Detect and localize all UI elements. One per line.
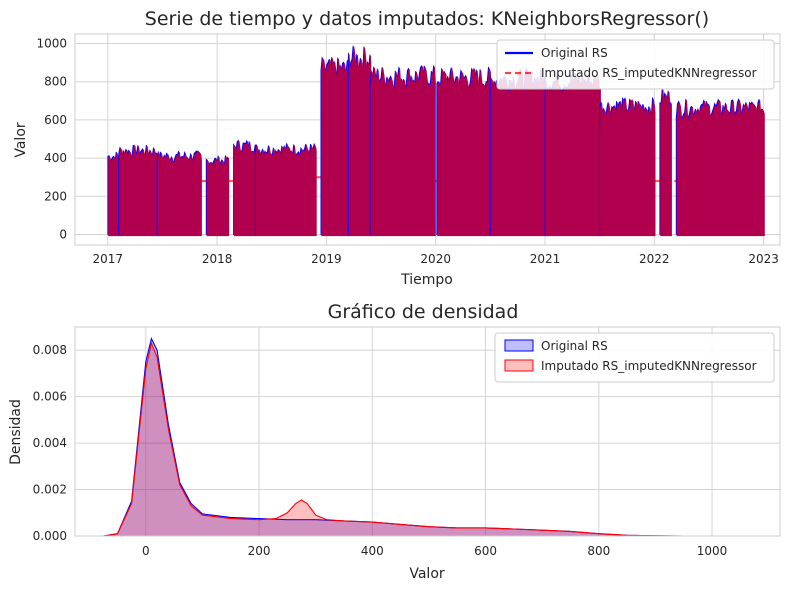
time-series-xtick-label: 2018 (202, 252, 233, 266)
imputed-series-band (321, 57, 350, 237)
time-series-frame (74, 33, 781, 246)
density-ytick-label: 0.004 (33, 436, 67, 450)
density-xtick-label: 400 (361, 544, 384, 558)
time-series-ylabel: Valor (13, 122, 29, 158)
density-ytick-label: 0.002 (33, 483, 67, 497)
imputed-series-band (545, 72, 601, 237)
time-series-xtick-label: 2020 (420, 252, 451, 266)
density-xtick-label: 800 (587, 544, 610, 558)
legend-label-density-imputed: Imputado RS_imputedKNNregressor (541, 359, 757, 373)
time-series-xtick-label: 2022 (639, 252, 670, 266)
density-xtick-label: 200 (248, 544, 271, 558)
time-series-ytick-label: 200 (44, 189, 67, 203)
imputed-series-band (437, 68, 492, 237)
imputed-series-band (600, 98, 656, 237)
density-ytick-label: 0.000 (33, 529, 67, 543)
legend-label-original: Original RS (541, 46, 608, 60)
density-ytick-label: 0.006 (33, 390, 67, 404)
imputed-series-band (108, 152, 120, 237)
imputed-series-band (255, 143, 317, 237)
time-series-xlabel: Tiempo (400, 272, 453, 288)
legend-swatch-density-original (504, 339, 534, 352)
time-series-panel: Serie de tiempo y datos imputados: KNeig… (13, 8, 781, 288)
time-series-ytick-label: 400 (44, 151, 67, 165)
density-imputed-line (103, 341, 752, 537)
imputed-series-band (676, 99, 765, 237)
density-panel: Gráfico de densidad 0 200 400 600 800 1000 0.… (8, 301, 781, 582)
imputed-series-band (490, 68, 547, 237)
legend-label-density-original: Original RS (541, 339, 608, 353)
imputed-series-band (370, 66, 436, 237)
density-frame (74, 326, 781, 537)
density-legend: Original RS Imputado RS_imputedKNNregres… (494, 332, 775, 383)
imputed-series-band (348, 46, 372, 237)
time-series-xtick-label: 2021 (530, 252, 561, 266)
imputed-series-band (119, 145, 159, 237)
legend-swatch-density-imputed (504, 359, 534, 372)
imputed-series-band (660, 89, 672, 237)
density-original-area (103, 338, 752, 536)
imputed-series-band (157, 151, 202, 237)
density-ylabel: Densidad (8, 399, 24, 465)
density-imputed-area (103, 343, 752, 536)
time-series-xtick-label: 2023 (748, 252, 779, 266)
legend-label-imputed: Imputado RS_imputedKNNregressor (541, 66, 757, 80)
density-xtick-label: 0 (142, 544, 150, 558)
time-series-ytick-label: 800 (44, 75, 67, 89)
density-xlabel: Valor (409, 566, 445, 582)
time-series-xtick-label: 2019 (311, 252, 342, 266)
time-series-title: Serie de tiempo y datos imputados: KNeig… (145, 8, 709, 30)
density-title: Gráfico de densidad (328, 301, 519, 323)
time-series-xtick-label: 2017 (93, 252, 124, 266)
imputed-series-band (206, 156, 230, 237)
density-ytick-label: 0.008 (33, 343, 67, 357)
density-xtick-label: 1000 (697, 544, 728, 558)
time-series-ytick-label: 600 (44, 113, 67, 127)
time-series-ytick-label: 0 (59, 227, 67, 241)
imputed-series-band (233, 140, 257, 237)
time-series-ytick-label: 1000 (36, 37, 67, 51)
density-xtick-label: 600 (474, 544, 497, 558)
time-series-legend: Original RS Imputado RS_imputedKNNregres… (496, 39, 775, 90)
